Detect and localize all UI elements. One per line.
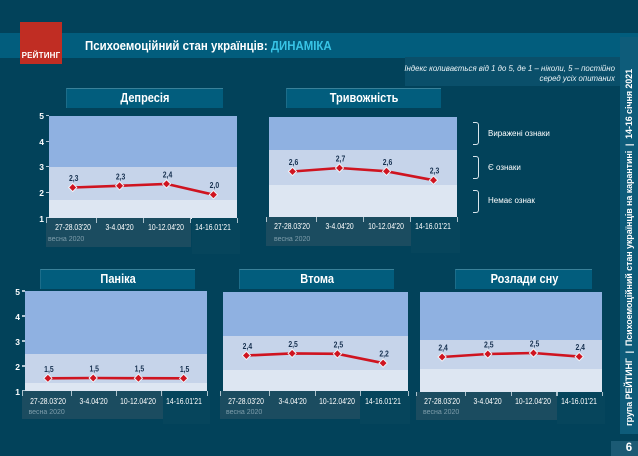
- svg-text:2,5: 2,5: [484, 341, 494, 350]
- svg-text:2,5: 2,5: [334, 340, 344, 349]
- svg-text:1,5: 1,5: [135, 365, 145, 374]
- svg-text:2,3: 2,3: [116, 172, 126, 181]
- svg-text:2,4: 2,4: [438, 344, 448, 353]
- svg-text:2,6: 2,6: [383, 158, 393, 167]
- svg-text:2,6: 2,6: [289, 158, 299, 167]
- svg-text:1,5: 1,5: [89, 365, 99, 374]
- svg-text:1,5: 1,5: [180, 365, 190, 374]
- svg-text:2,5: 2,5: [530, 340, 540, 349]
- svg-text:2,7: 2,7: [336, 155, 346, 164]
- svg-text:2,4: 2,4: [163, 170, 173, 179]
- svg-text:2,3: 2,3: [430, 167, 440, 176]
- svg-text:1,5: 1,5: [44, 365, 54, 374]
- svg-text:2,5: 2,5: [288, 340, 298, 349]
- svg-text:2,4: 2,4: [243, 342, 253, 351]
- svg-text:2,3: 2,3: [69, 174, 79, 183]
- svg-text:2,4: 2,4: [575, 343, 585, 352]
- svg-text:2,0: 2,0: [210, 181, 220, 190]
- svg-text:2,2: 2,2: [379, 350, 389, 359]
